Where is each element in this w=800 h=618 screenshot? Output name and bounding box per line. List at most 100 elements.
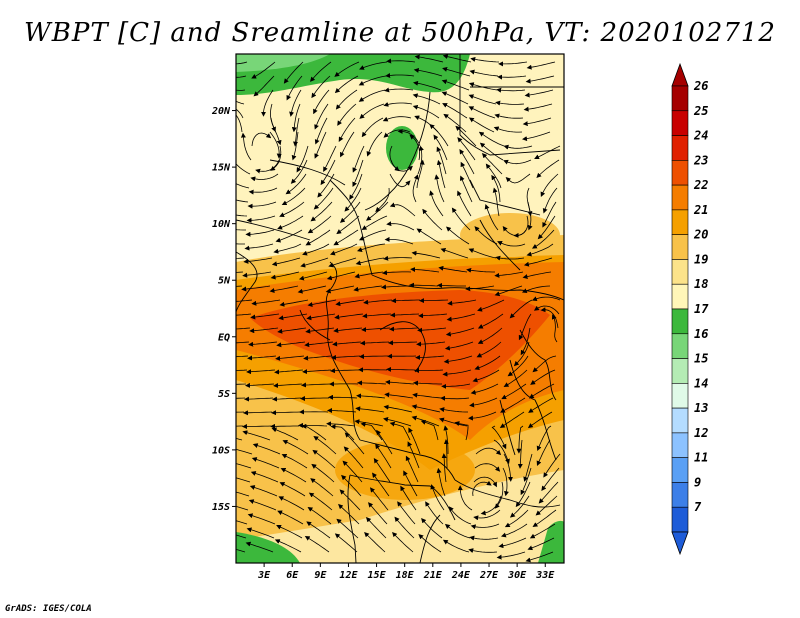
- streamline: [240, 132, 252, 161]
- streamline: [535, 495, 558, 516]
- streamline: [503, 159, 532, 165]
- streamline: [362, 313, 392, 319]
- streamline: [525, 551, 554, 563]
- streamline: [421, 517, 443, 539]
- streamline: [338, 503, 360, 525]
- streamline: [337, 103, 357, 126]
- streamline: [373, 457, 391, 483]
- streamline: [253, 75, 275, 97]
- streamline: [502, 226, 527, 236]
- streamline: [364, 531, 386, 553]
- streamline: [429, 123, 449, 147]
- colorbar-swatch: [671, 482, 689, 508]
- colorbar-label: 25: [693, 104, 708, 118]
- streamline: [313, 435, 337, 455]
- streamline: [420, 420, 439, 441]
- streamline: [336, 215, 360, 235]
- streamline: [375, 187, 390, 213]
- streamline: [375, 443, 392, 469]
- streamline: [437, 282, 466, 288]
- streamline: [386, 366, 416, 372]
- lon-tick-label: 24E: [451, 570, 471, 581]
- streamline: [246, 215, 276, 223]
- streamline: [551, 314, 558, 343]
- streamline: [526, 61, 556, 70]
- streamline: [245, 541, 274, 553]
- streamline: [357, 380, 387, 386]
- streamline: [271, 257, 301, 267]
- streamline: [356, 393, 386, 399]
- streamline: [498, 537, 527, 549]
- streamline: [307, 507, 332, 525]
- streamline: [251, 132, 272, 147]
- streamline: [308, 492, 333, 511]
- streamline: [236, 271, 244, 273]
- streamline: [515, 481, 531, 508]
- streamline: [491, 425, 507, 450]
- streamline: [383, 101, 413, 107]
- streamline: [304, 341, 334, 348]
- streamline: [236, 534, 247, 539]
- streamline: [330, 424, 355, 441]
- streamline: [344, 432, 365, 455]
- colorbar-label: 23: [693, 153, 708, 167]
- streamline: [356, 243, 386, 252]
- streamline: [382, 116, 412, 122]
- colorbar-label: 16: [694, 327, 708, 341]
- streamline: [302, 369, 332, 375]
- colorbar-swatch: [671, 135, 689, 161]
- streamline: [477, 327, 503, 344]
- streamline: [320, 159, 336, 186]
- wbpt-field: [236, 54, 564, 563]
- streamline: [270, 145, 282, 171]
- streamline: [413, 67, 443, 77]
- streamline: [522, 271, 552, 280]
- streamline: [278, 313, 308, 321]
- streamline: [451, 207, 471, 231]
- streamline: [274, 539, 302, 553]
- streamline: [493, 126, 523, 133]
- lon-tick-label: 12E: [339, 570, 358, 581]
- streamline: [296, 145, 309, 173]
- streamline: [270, 117, 282, 146]
- streamline: [236, 548, 246, 553]
- streamline: [441, 79, 470, 91]
- streamline: [405, 455, 419, 483]
- colorbar-top-arrow: [671, 62, 689, 87]
- streamline: [242, 271, 272, 278]
- streamline: [306, 313, 336, 321]
- streamline: [474, 355, 501, 371]
- colorbar-swatch: [671, 110, 689, 136]
- colorbar-swatch: [671, 457, 689, 483]
- lon-tick-label: 33E: [535, 570, 555, 581]
- streamline: [341, 474, 362, 497]
- streamline: [313, 89, 330, 115]
- streamline: [400, 485, 417, 511]
- streamline: [359, 61, 388, 70]
- streamline: [305, 229, 331, 246]
- streamline: [538, 481, 559, 504]
- streamline: [509, 495, 530, 518]
- colorbar-swatch: [671, 407, 689, 434]
- streamline: [279, 299, 309, 307]
- streamline: [301, 382, 331, 388]
- streamline: [236, 369, 248, 371]
- streamline: [314, 103, 329, 130]
- streamline: [436, 159, 446, 189]
- colorbar-label: 20: [693, 228, 708, 242]
- streamline: [389, 202, 416, 217]
- streamline: [361, 327, 391, 333]
- streamline: [468, 248, 497, 259]
- streamline: [469, 69, 499, 77]
- streamline: [411, 250, 441, 259]
- streamline: [532, 509, 557, 527]
- streamline: [455, 125, 477, 147]
- streamline: [383, 255, 413, 261]
- streamline: [310, 478, 334, 497]
- streamline: [273, 243, 302, 254]
- streamline: [314, 117, 328, 145]
- streamline: [541, 467, 560, 492]
- streamline: [280, 468, 307, 483]
- streamline: [359, 354, 388, 359]
- streamline: [236, 229, 246, 231]
